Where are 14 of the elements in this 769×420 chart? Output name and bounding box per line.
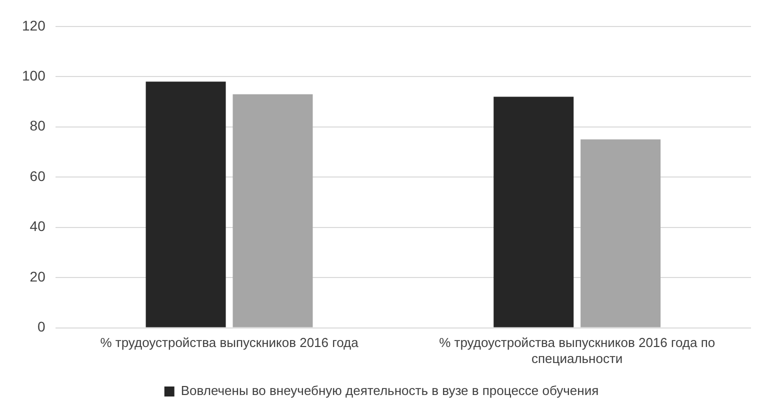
y-tick-label: 100 xyxy=(22,67,46,84)
bar xyxy=(146,82,226,328)
x-tick-label: % трудоустройства выпускников 2016 года xyxy=(100,335,360,350)
y-tick-label: 80 xyxy=(30,118,46,134)
bar xyxy=(580,139,661,328)
y-tick-label: 40 xyxy=(30,218,46,234)
bar xyxy=(494,96,574,328)
y-tick-label: 60 xyxy=(30,168,46,184)
y-tick-label: 0 xyxy=(38,318,46,335)
y-tick-label: 20 xyxy=(30,268,46,284)
bar xyxy=(232,94,313,328)
x-tick-label: % трудоустройства выпускников 2016 года по специальности xyxy=(439,335,716,366)
legend-label: Вовлечены во внеучебную деятельность в вузе в процессе обучения xyxy=(180,383,599,398)
y-tick-label: 120 xyxy=(22,17,46,34)
